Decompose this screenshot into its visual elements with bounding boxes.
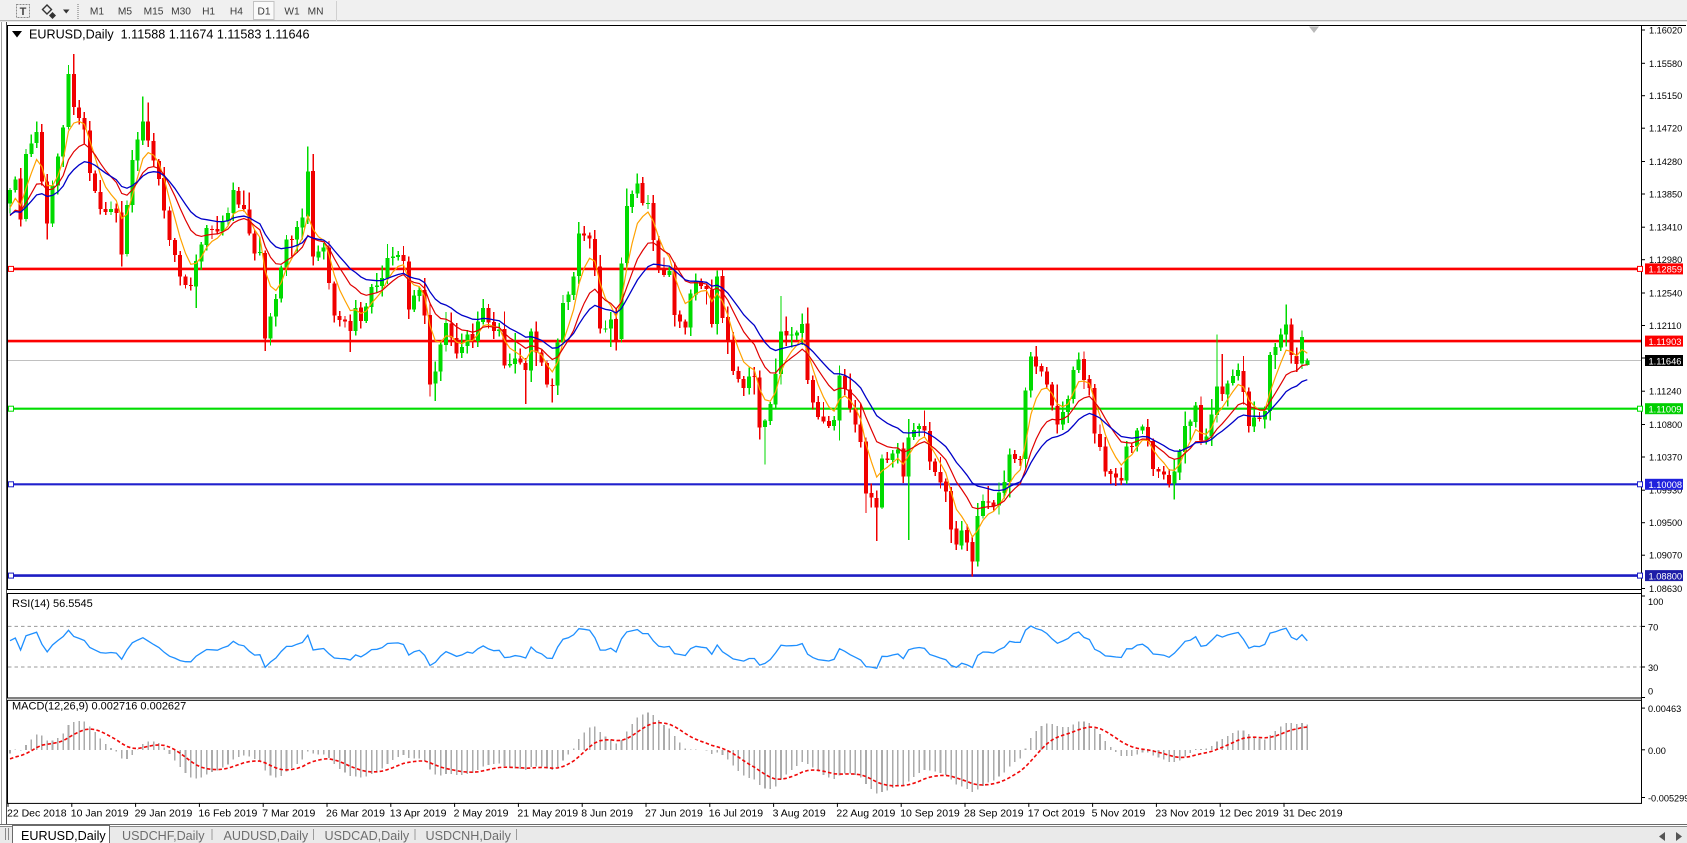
svg-text:-0.005299: -0.005299 xyxy=(1648,794,1687,804)
svg-text:17 Oct 2019: 17 Oct 2019 xyxy=(1028,808,1085,820)
svg-text:2 May 2019: 2 May 2019 xyxy=(454,808,509,820)
svg-text:1.11009: 1.11009 xyxy=(1649,405,1682,415)
svg-text:7 Mar 2019: 7 Mar 2019 xyxy=(262,808,315,820)
svg-text:M15: M15 xyxy=(144,7,164,18)
svg-text:1.11646: 1.11646 xyxy=(1649,356,1682,366)
svg-text:M1: M1 xyxy=(90,7,104,18)
svg-text:M5: M5 xyxy=(118,7,132,18)
svg-text:23 Nov 2019: 23 Nov 2019 xyxy=(1155,808,1215,820)
svg-text:AUDUSD,Daily: AUDUSD,Daily xyxy=(224,829,309,843)
svg-text:30: 30 xyxy=(1648,663,1658,673)
svg-text:0.00: 0.00 xyxy=(1648,746,1666,756)
svg-text:22 Aug 2019: 22 Aug 2019 xyxy=(836,808,895,820)
svg-text:EURUSD,Daily: EURUSD,Daily xyxy=(21,829,106,843)
svg-text:1.09070: 1.09070 xyxy=(1649,551,1682,561)
svg-text:3 Aug 2019: 3 Aug 2019 xyxy=(773,808,826,820)
svg-text:28 Sep 2019: 28 Sep 2019 xyxy=(964,808,1024,820)
svg-text:31 Dec 2019: 31 Dec 2019 xyxy=(1283,808,1343,820)
svg-text:21 May 2019: 21 May 2019 xyxy=(517,808,578,820)
svg-text:H1: H1 xyxy=(202,7,215,18)
svg-text:RSI(14) 56.5545: RSI(14) 56.5545 xyxy=(12,598,93,610)
svg-text:1.15580: 1.15580 xyxy=(1649,59,1682,69)
svg-text:100: 100 xyxy=(1648,597,1663,607)
svg-text:1.12859: 1.12859 xyxy=(1649,265,1683,275)
svg-text:USDCAD,Daily: USDCAD,Daily xyxy=(325,829,410,843)
svg-text:1.13850: 1.13850 xyxy=(1649,190,1682,200)
svg-text:1.15150: 1.15150 xyxy=(1649,91,1682,101)
svg-text:8 Jun 2019: 8 Jun 2019 xyxy=(581,808,633,820)
svg-text:1.14280: 1.14280 xyxy=(1649,157,1682,167)
svg-text:13 Apr 2019: 13 Apr 2019 xyxy=(390,808,447,820)
svg-text:22 Dec 2018: 22 Dec 2018 xyxy=(7,808,67,820)
svg-text:26 Mar 2019: 26 Mar 2019 xyxy=(326,808,385,820)
svg-text:16 Jul 2019: 16 Jul 2019 xyxy=(709,808,763,820)
svg-text:1.09500: 1.09500 xyxy=(1649,518,1682,528)
svg-text:EURUSD,Daily 1.11588 1.11674: EURUSD,Daily 1.11588 1.11674 1.11583 1.1… xyxy=(29,28,310,42)
svg-text:MN: MN xyxy=(308,7,324,18)
svg-text:16 Feb 2019: 16 Feb 2019 xyxy=(198,808,257,820)
svg-text:1.10008: 1.10008 xyxy=(1649,480,1683,490)
svg-text:27 Jun 2019: 27 Jun 2019 xyxy=(645,808,703,820)
svg-text:USDCHF,Daily: USDCHF,Daily xyxy=(122,829,205,843)
svg-text:1.09930: 1.09930 xyxy=(1649,486,1682,496)
svg-text:1.11903: 1.11903 xyxy=(1649,337,1682,347)
svg-text:12 Dec 2019: 12 Dec 2019 xyxy=(1219,808,1279,820)
svg-text:1.13410: 1.13410 xyxy=(1649,223,1682,233)
svg-text:1.08800: 1.08800 xyxy=(1649,571,1683,581)
svg-text:1.12110: 1.12110 xyxy=(1649,321,1682,331)
svg-text:10 Jan 2019: 10 Jan 2019 xyxy=(71,808,129,820)
svg-text:D1: D1 xyxy=(257,7,270,18)
svg-text:1.11240: 1.11240 xyxy=(1649,387,1682,397)
svg-text:1.10370: 1.10370 xyxy=(1649,453,1682,463)
svg-text:W1: W1 xyxy=(284,7,300,18)
svg-text:MACD(12,26,9) 0.002716 0.00262: MACD(12,26,9) 0.002716 0.002627 xyxy=(12,701,186,713)
svg-text:1.14720: 1.14720 xyxy=(1649,124,1682,134)
svg-text:5 Nov 2019: 5 Nov 2019 xyxy=(1092,808,1146,820)
svg-text:M30: M30 xyxy=(171,7,191,18)
svg-text:USDCNH,Daily: USDCNH,Daily xyxy=(426,829,512,843)
svg-text:10 Sep 2019: 10 Sep 2019 xyxy=(900,808,960,820)
svg-text:1.08630: 1.08630 xyxy=(1649,584,1682,594)
svg-text:29 Jan 2019: 29 Jan 2019 xyxy=(135,808,193,820)
svg-text:1.12540: 1.12540 xyxy=(1649,289,1682,299)
svg-text:1.10800: 1.10800 xyxy=(1649,420,1682,430)
svg-text:0: 0 xyxy=(1648,687,1653,697)
svg-text:H4: H4 xyxy=(230,7,243,18)
svg-text:0.00463: 0.00463 xyxy=(1648,704,1681,714)
svg-text:70: 70 xyxy=(1648,622,1658,632)
svg-text:T: T xyxy=(20,6,27,18)
svg-text:1.12980: 1.12980 xyxy=(1649,255,1682,265)
svg-text:1.16020: 1.16020 xyxy=(1649,26,1682,36)
